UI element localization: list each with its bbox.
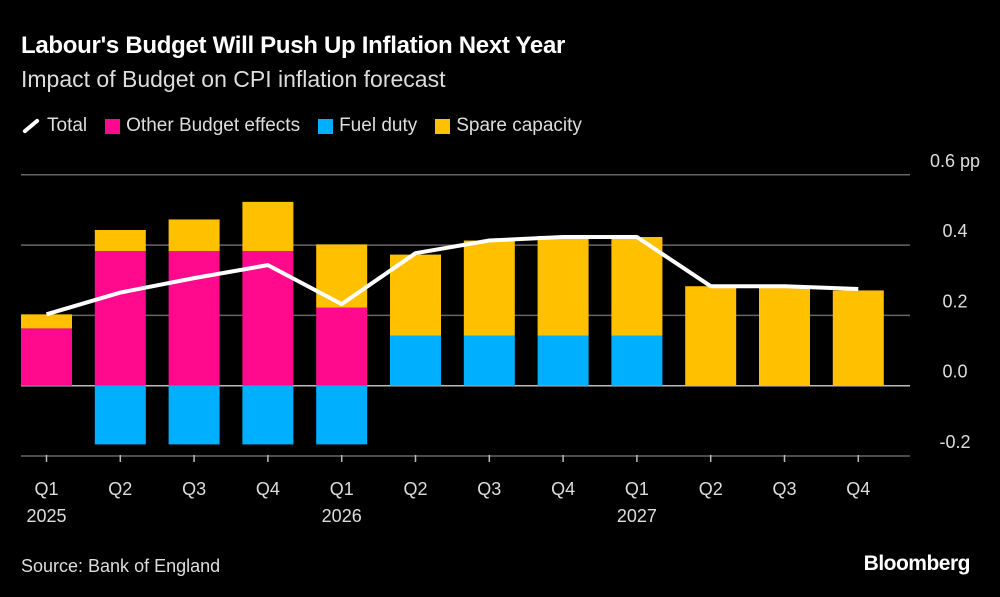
bar-segment — [390, 335, 441, 386]
y-tick-label: 0.2 — [942, 291, 967, 311]
legend-label: Total — [47, 115, 88, 136]
legend-label: Spare capacity — [456, 115, 582, 136]
chart-subtitle: Impact of Budget on CPI inflation foreca… — [21, 66, 446, 92]
bar-segment — [316, 307, 368, 386]
x-tick-label: Q2 — [699, 479, 723, 499]
brand-logo: Bloomberg — [863, 552, 971, 575]
bar-segment — [94, 385, 146, 445]
x-tick-label: Q2 — [108, 479, 132, 499]
swatch-icon — [435, 118, 451, 134]
bar-segment — [316, 385, 368, 445]
x-tick-label: Q4 — [256, 479, 280, 499]
legend-item-fuel: Fuel duty — [318, 115, 417, 137]
bar-segment — [168, 385, 220, 445]
x-tick-label: Q3 — [772, 479, 796, 499]
x-tick-label: Q1 — [330, 479, 354, 499]
bar-segment — [390, 254, 441, 336]
bar-segment — [94, 251, 146, 386]
bar-segment — [759, 286, 810, 386]
bar-segment — [832, 290, 884, 386]
x-tick-label: Q4 — [551, 479, 575, 499]
bar-segment — [94, 229, 146, 252]
x-tick-label: Q1 — [625, 479, 649, 499]
x-year-label: 2026 — [322, 506, 362, 526]
bar-segment — [242, 251, 294, 386]
y-tick-label: -0.2 — [939, 432, 970, 452]
bar-segment — [242, 385, 294, 445]
x-tick-label: Q2 — [403, 479, 427, 499]
x-tick-label: Q1 — [34, 479, 58, 499]
y-tick-label: 0.6 pp — [930, 151, 980, 171]
y-tick-label: 0.4 — [942, 221, 967, 241]
legend: Total Other Budget effects Fuel duty Spa… — [21, 115, 582, 137]
source-note: Source: Bank of England — [21, 556, 221, 576]
legend-label: Other Budget effects — [126, 115, 301, 136]
bar-segment — [463, 335, 515, 386]
swatch-icon — [318, 118, 334, 134]
legend-label: Fuel duty — [339, 115, 418, 136]
legend-item-spare: Spare capacity — [435, 115, 582, 137]
bar-segment — [21, 328, 72, 386]
x-year-label: 2027 — [617, 506, 657, 526]
legend-item-other: Other Budget effects — [105, 115, 300, 137]
bar-segment — [537, 235, 589, 336]
legend-item-total: Total — [21, 115, 87, 137]
bar-segment — [463, 240, 515, 336]
x-tick-label: Q3 — [182, 479, 206, 499]
swatch-icon — [105, 118, 121, 134]
bar-segment — [611, 237, 663, 336]
x-tick-label: Q4 — [846, 479, 870, 499]
x-year-label: 2025 — [26, 506, 66, 526]
bar-segment — [537, 335, 589, 386]
bar-segment — [316, 244, 368, 308]
x-tick-label: Q3 — [477, 479, 501, 499]
bar-segment — [168, 219, 220, 252]
bar-segment — [21, 314, 72, 329]
chart-title: Labour's Budget Will Push Up Inflation N… — [21, 32, 566, 59]
bar-segment — [685, 286, 737, 386]
bar-segment — [611, 335, 663, 386]
total-line — [45, 235, 859, 317]
bar-segment — [168, 251, 220, 386]
y-tick-label: 0.0 — [942, 362, 967, 382]
bar-segment — [242, 201, 294, 252]
